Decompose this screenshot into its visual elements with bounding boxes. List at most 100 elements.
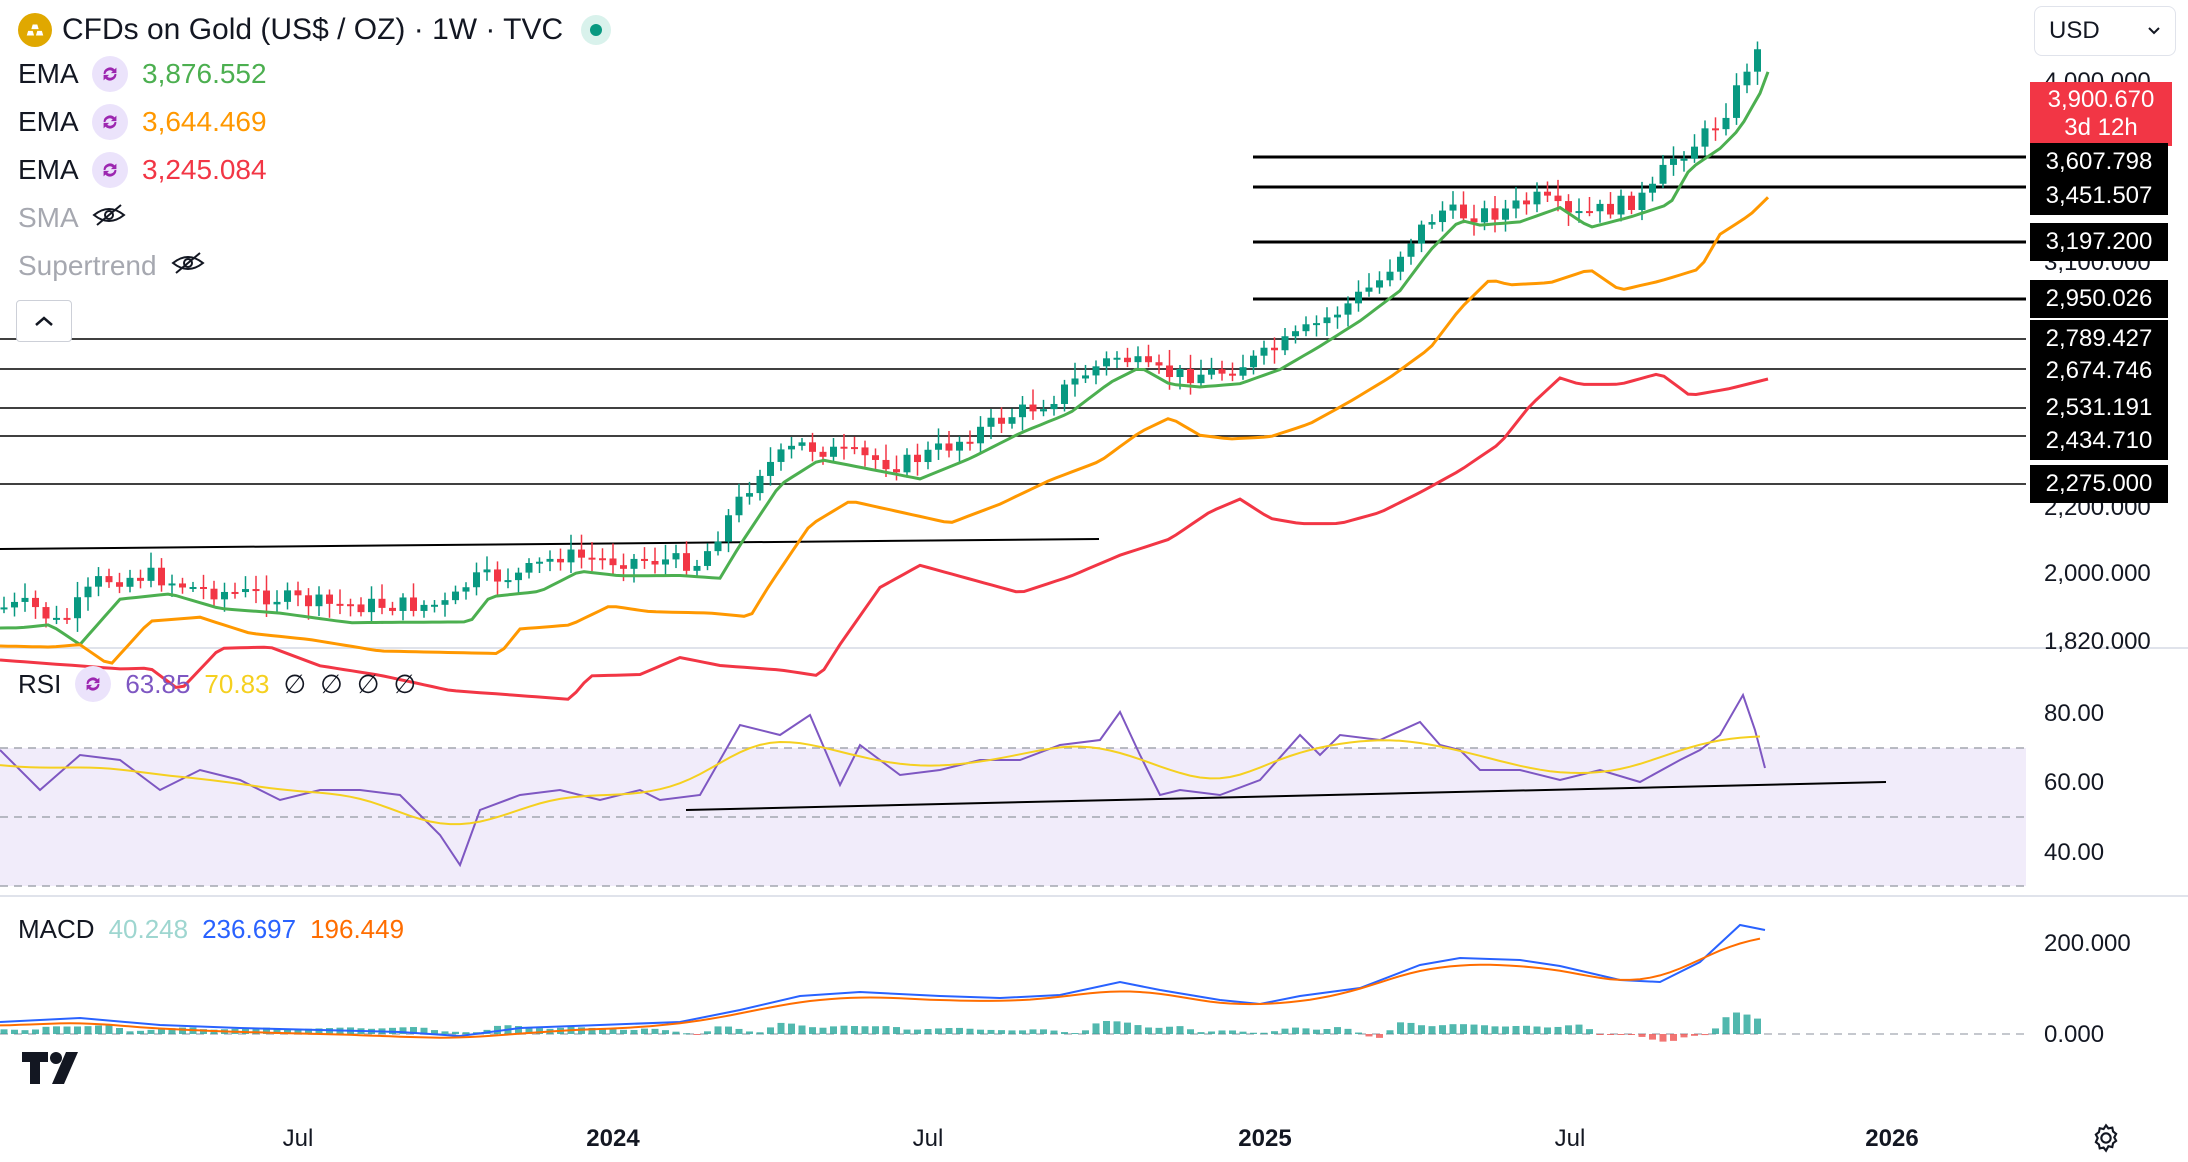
candle [1113, 351, 1121, 369]
time-axis-label: Jul [282, 1125, 314, 1152]
indicator-row[interactable]: Supertrend [18, 242, 611, 290]
candle [714, 531, 722, 556]
macd-histogram-bar [1659, 1034, 1667, 1042]
candle [588, 542, 596, 572]
macd-histogram-bar [32, 1029, 39, 1034]
rsi-axis-tick: 80.00 [2044, 700, 2105, 727]
candle [53, 605, 60, 625]
rsi-empty-1: ∅ [283, 668, 307, 699]
candle [189, 581, 197, 592]
candle [21, 583, 29, 612]
macd-histogram-bar [872, 1026, 879, 1034]
macd-histogram-bar [1449, 1024, 1457, 1034]
macd-histogram-bar [651, 1028, 659, 1034]
macd-histogram-bar [200, 1029, 207, 1034]
candle [483, 556, 491, 581]
candle [861, 440, 869, 467]
macd-histogram-bar [1428, 1026, 1436, 1034]
candle [599, 548, 606, 570]
candle [1218, 360, 1226, 381]
macd-histogram-bar [1565, 1025, 1572, 1034]
symbol-title-row[interactable]: CFDs on Gold (US$ / OZ) · 1W · TVC [18, 10, 612, 50]
rsi-trend-line[interactable] [685, 781, 1887, 811]
macd-histogram-bar [599, 1028, 606, 1034]
current-price-label: 3,900.670 3d 12h [2030, 82, 2172, 146]
candle [1418, 220, 1425, 253]
level-lines[interactable] [1253, 155, 2026, 301]
indicator-row[interactable]: EMA 3,876.552 [18, 50, 611, 98]
macd-histogram-bar [63, 1026, 71, 1034]
candle [1061, 379, 1068, 412]
live-status-icon [581, 15, 612, 45]
candle [966, 430, 974, 451]
candle [1586, 196, 1593, 217]
candle [168, 574, 176, 597]
macd-histogram-bar [1670, 1034, 1677, 1041]
macd-histogram-bar [1502, 1026, 1509, 1034]
indicator-row[interactable]: EMA 3,644.469 [18, 98, 611, 146]
candle [1565, 194, 1572, 226]
indicator-row[interactable]: EMA 3,245.084 [18, 146, 611, 194]
macd-histogram-bar [420, 1027, 428, 1034]
trend-line[interactable] [0, 538, 1100, 550]
candle [1460, 191, 1467, 224]
macd-histogram-bar [1113, 1021, 1121, 1034]
macd-histogram-bar [137, 1030, 144, 1034]
macd-histogram-bar [704, 1031, 711, 1034]
macd-histogram-bar [924, 1028, 932, 1034]
candle [284, 582, 291, 610]
rsi-label: RSI [18, 668, 62, 699]
tradingview-logo-icon[interactable] [22, 1052, 86, 1091]
macd-histogram-bar [1638, 1034, 1646, 1037]
macd-histogram-bar [1733, 1012, 1740, 1034]
candle [1743, 63, 1751, 94]
gear-icon[interactable] [2090, 1122, 2122, 1159]
macd-histogram-bar [1029, 1029, 1037, 1034]
candle [1250, 350, 1257, 375]
candle [74, 581, 81, 632]
macd-histogram-bar [1134, 1025, 1142, 1034]
macd-histogram-bar [1313, 1029, 1320, 1034]
macd-histogram-bar [515, 1026, 522, 1034]
rsi-empty-3: ∅ [356, 668, 380, 699]
candle [945, 430, 953, 458]
level-lines-full[interactable] [0, 338, 2026, 485]
macd-histogram-bar [1418, 1025, 1425, 1034]
eye-off-icon[interactable] [92, 202, 126, 234]
currency-select[interactable]: USD [2034, 6, 2176, 56]
macd-histogram-bar [1155, 1027, 1163, 1034]
candle [536, 557, 543, 573]
candle [1302, 316, 1310, 337]
level-price-label: 2,950.026 [2030, 280, 2168, 318]
candle [336, 589, 344, 615]
macd-histogram-bar [1124, 1022, 1131, 1034]
ema-fast-line [0, 71, 1770, 647]
refresh-icon[interactable] [75, 666, 112, 702]
macd-histogram-bar [431, 1030, 438, 1034]
rsi-legend: RSI 63.85 70.83 ∅ ∅ ∅ ∅ [18, 666, 416, 702]
candle [515, 567, 522, 593]
refresh-icon[interactable] [92, 56, 128, 92]
level-price-label: 2,531.191 [2030, 389, 2168, 427]
symbol-title[interactable]: CFDs on Gold (US$ / OZ) · 1W · TVC [62, 13, 564, 46]
macd-histogram-bar [1250, 1032, 1257, 1034]
candle [1187, 354, 1194, 395]
macd-histogram-bar [767, 1027, 774, 1034]
macd-histogram-bar [1628, 1034, 1635, 1035]
macd-histogram-bar [662, 1030, 669, 1034]
candle [872, 448, 879, 471]
eye-off-icon[interactable] [170, 250, 205, 282]
macd-histogram-bar [1470, 1024, 1478, 1034]
macd-histogram-bar [683, 1033, 690, 1035]
collapse-legend-button[interactable] [16, 300, 72, 342]
refresh-icon[interactable] [92, 152, 128, 188]
refresh-icon[interactable] [92, 104, 128, 140]
candle [851, 436, 858, 455]
ema-slow-line [0, 372, 1769, 701]
candle [914, 443, 921, 476]
indicator-row[interactable]: SMA [18, 194, 611, 242]
candle [1428, 214, 1436, 229]
macd-histogram-bar [840, 1025, 848, 1034]
candle [1029, 389, 1037, 420]
